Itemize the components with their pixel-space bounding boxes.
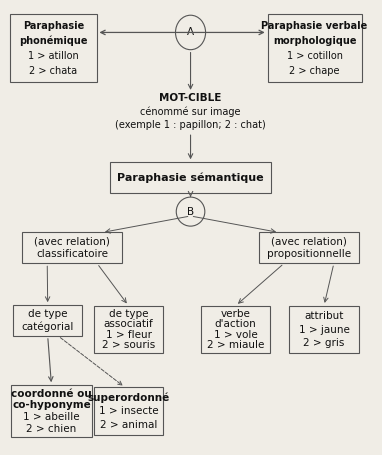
Text: propositionnelle: propositionnelle <box>267 249 351 259</box>
FancyBboxPatch shape <box>94 306 163 354</box>
Text: coordonné ou: coordonné ou <box>11 389 92 399</box>
Text: 2 > gris: 2 > gris <box>303 338 345 348</box>
FancyBboxPatch shape <box>268 14 362 82</box>
Text: 1 > vole: 1 > vole <box>214 330 257 340</box>
FancyBboxPatch shape <box>110 162 271 193</box>
Text: 1 > fleur: 1 > fleur <box>105 330 152 340</box>
FancyBboxPatch shape <box>201 306 270 354</box>
Text: (avec relation): (avec relation) <box>271 237 347 247</box>
Text: classificatoire: classificatoire <box>36 249 108 259</box>
Ellipse shape <box>176 197 205 226</box>
Text: 2 > miaule: 2 > miaule <box>207 340 264 350</box>
Text: 1 > cotillon: 1 > cotillon <box>286 51 343 61</box>
Text: cénommé sur image: cénommé sur image <box>140 106 241 117</box>
Text: 1 > jaune: 1 > jaune <box>299 324 350 334</box>
Text: Paraphasie sémantique: Paraphasie sémantique <box>117 172 264 183</box>
Text: catégorial: catégorial <box>21 321 74 332</box>
FancyBboxPatch shape <box>13 305 83 336</box>
Text: d'action: d'action <box>215 319 257 329</box>
Text: (avec relation): (avec relation) <box>34 237 110 247</box>
Text: de type: de type <box>109 308 148 318</box>
Text: Paraphasie verbale: Paraphasie verbale <box>261 20 368 30</box>
Text: 2 > animal: 2 > animal <box>100 420 157 430</box>
Text: 1 > insecte: 1 > insecte <box>99 406 158 416</box>
Text: A: A <box>187 27 194 37</box>
FancyBboxPatch shape <box>22 233 122 263</box>
Text: Paraphasie: Paraphasie <box>23 20 84 30</box>
Text: de type: de type <box>28 309 68 319</box>
Text: MOT-CIBLE: MOT-CIBLE <box>159 93 222 103</box>
Text: B: B <box>187 207 194 217</box>
Text: 1 > atillon: 1 > atillon <box>28 51 79 61</box>
Ellipse shape <box>175 15 206 50</box>
Text: verbe: verbe <box>221 308 251 318</box>
FancyBboxPatch shape <box>94 387 163 435</box>
Text: 2 > chata: 2 > chata <box>29 66 78 76</box>
FancyBboxPatch shape <box>289 306 359 354</box>
Text: co-hyponyme: co-hyponyme <box>12 400 91 410</box>
FancyBboxPatch shape <box>11 385 92 437</box>
FancyBboxPatch shape <box>259 233 359 263</box>
Text: morphologique: morphologique <box>273 36 356 46</box>
Text: 2 > chape: 2 > chape <box>289 66 340 76</box>
Text: 1 > abeille: 1 > abeille <box>23 412 80 422</box>
Text: 2 > souris: 2 > souris <box>102 340 155 350</box>
Text: 2 > chien: 2 > chien <box>26 424 76 434</box>
Text: phonémique: phonémique <box>19 35 87 46</box>
Text: (exemple 1 : papillon; 2 : chat): (exemple 1 : papillon; 2 : chat) <box>115 121 266 131</box>
Text: attribut: attribut <box>304 311 344 321</box>
Text: associatif: associatif <box>104 319 154 329</box>
FancyBboxPatch shape <box>10 14 97 82</box>
Text: superordonné: superordonné <box>87 392 170 403</box>
